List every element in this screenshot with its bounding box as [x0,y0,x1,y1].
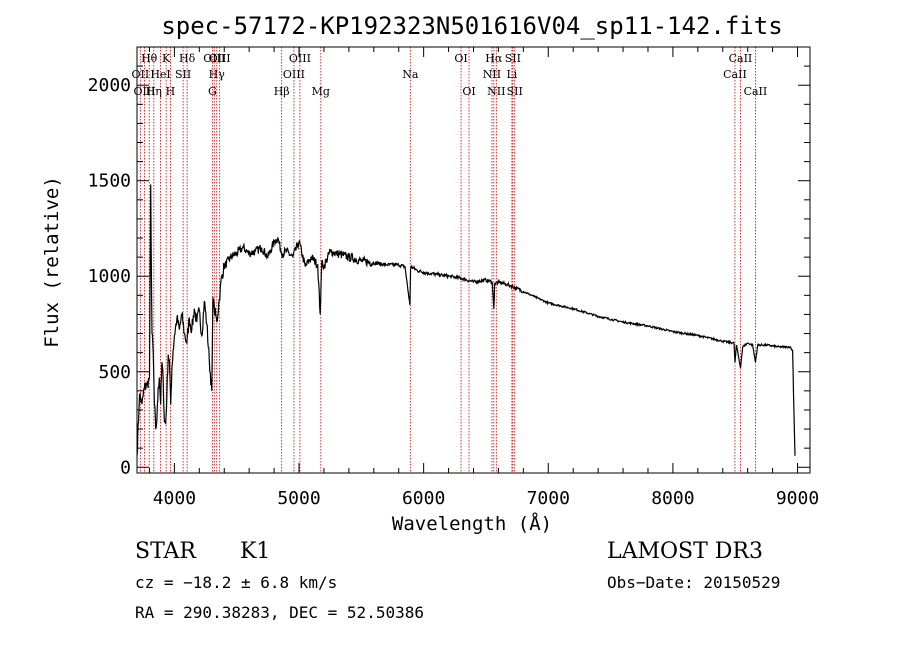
spectral-line-label: OIII [203,52,225,65]
spectral-line-label: SII [507,85,523,98]
spectral-line-label: Mg [312,85,330,98]
spectral-line-label: CaII [723,68,747,81]
y-tick-label: 1500 [88,171,131,192]
x-tick-label: 4000 [153,488,196,509]
redshift-velocity: cz = −18.2 ± 6.8 km/s [135,573,338,592]
spectral-line-label: NII [483,68,501,81]
spectral-line-label: NII [487,85,505,98]
spectral-line-label: Hη [146,85,162,98]
spectral-line-label: H [166,85,176,98]
y-tick-label: 500 [98,362,131,383]
spectral-line-label: OI [454,52,467,65]
y-tick-label: 2000 [88,75,131,96]
x-tick-label: 9000 [776,488,819,509]
y-axis: 0 500 1000 1500 2000 [88,65,810,478]
spectral-line-label: OIII [289,52,311,65]
object-class: STAR [135,539,196,564]
y-axis-label: Flux (relative) [41,176,63,348]
observation-date: Obs−Date: 20150529 [607,573,781,592]
spectral-line-label: OII [132,68,150,81]
x-tick-label: 8000 [651,488,694,509]
spectral-line-label: OIII [283,68,305,81]
x-tick-label: 7000 [527,488,570,509]
y-tick-label: 1000 [88,266,131,287]
spectral-line-label: OIII [133,85,155,98]
spectral-line-label: Hβ [274,85,290,98]
x-axis: 4000 5000 6000 7000 8000 9000 [148,47,819,509]
x-axis-label: Wavelength (Å) [392,512,552,535]
spectral-line-label: SII [175,68,191,81]
spectral-line-label: Hδ [179,52,196,65]
spectral-line-label: SII [505,52,521,65]
spectrum-line [136,184,796,456]
spectral-line-label: HeI [150,68,170,81]
x-tick-label: 6000 [402,488,445,509]
spectral-line-label: OI [462,85,475,98]
x-tick-label: 5000 [277,488,320,509]
survey-name: LAMOST DR3 [607,539,763,564]
spectral-line-label: OIII [209,52,231,65]
plot-frame [136,46,811,474]
chart-title: spec-57172-KP192323N501616V04_sp11-142.f… [161,12,782,40]
spectral-line-label: Li [506,68,517,81]
spectral-line-labels: HθOIIOIIIHηHeIKHSIIHδGOIIIHγOIIIHβOIIIOI… [132,52,768,98]
spectral-line-label: CaII [744,85,768,98]
spectral-line-markers [139,47,756,473]
spectral-line-label: Hγ [209,68,226,81]
spectrum-chart: spec-57172-KP192323N501616V04_sp11-142.f… [41,12,819,535]
object-subclass: K1 [240,539,271,564]
spectral-line-label: CaII [729,52,753,65]
spectral-line-label: Hθ [141,52,158,65]
coordinates: RA = 290.38283, DEC = 52.50386 [135,603,424,622]
spectral-line-label: K [162,52,171,65]
y-tick-label: 0 [120,457,131,478]
spectral-line-label: G [208,85,217,98]
spectral-line-label: Hα [485,52,503,65]
spectral-line-label: Na [402,68,419,81]
